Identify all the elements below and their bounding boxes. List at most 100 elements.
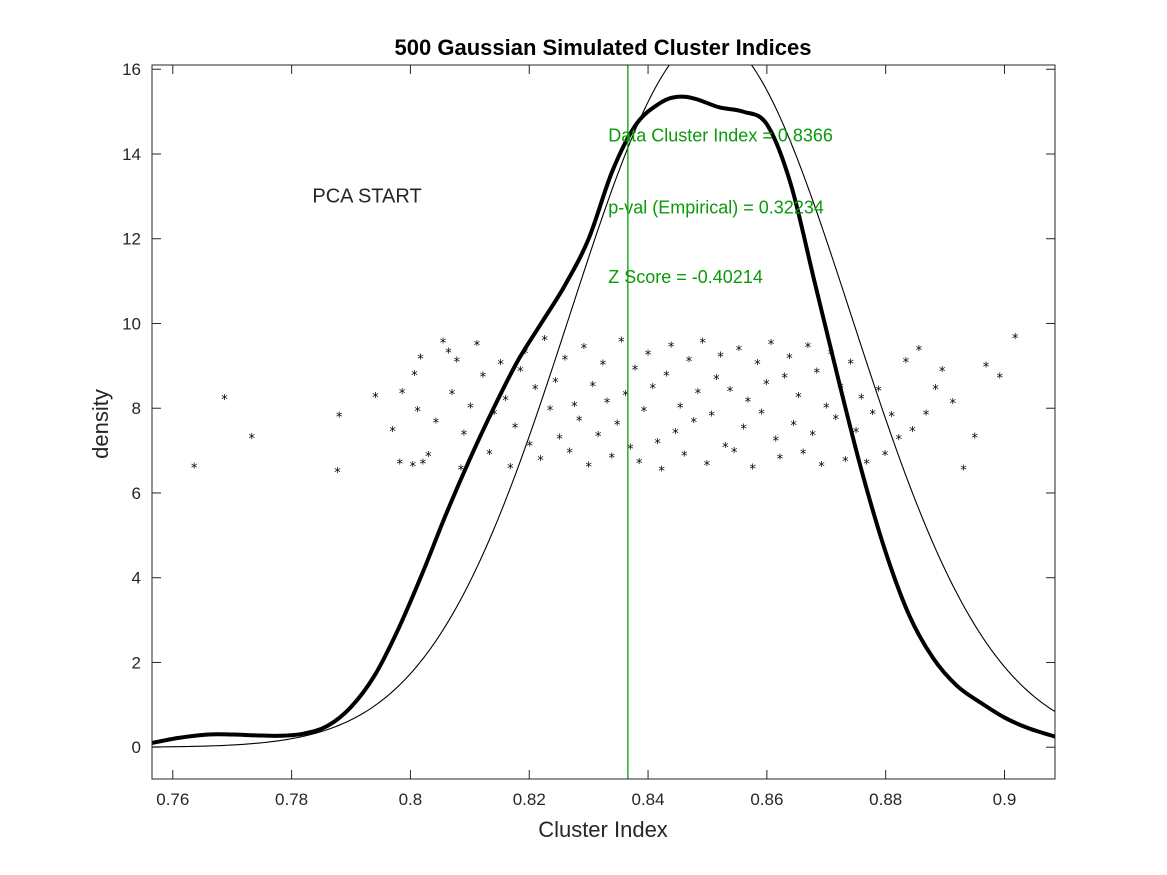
scatter-point: * [758, 407, 766, 422]
scatter-point: * [680, 450, 688, 465]
scatter-point: * [417, 353, 425, 368]
scatter-point: * [599, 359, 607, 374]
scatter-point: * [631, 364, 639, 379]
scatter-point: * [622, 389, 630, 404]
scatter-point: * [804, 341, 812, 356]
scatter-point: * [526, 440, 534, 455]
scatter-point: * [762, 378, 770, 393]
scatter-point: * [922, 409, 930, 424]
scatter-point: * [457, 464, 465, 479]
y-tick-label: 0 [132, 738, 141, 757]
scatter-point: * [490, 408, 498, 423]
scatter-point: * [841, 455, 849, 470]
scatter-point: * [460, 429, 468, 444]
scatter-point: * [570, 400, 578, 415]
x-tick-label: 0.78 [275, 790, 308, 809]
scatter-point: * [221, 393, 229, 408]
scatter-point: * [486, 448, 494, 463]
scatter-point: * [813, 367, 821, 382]
scatter-point: * [556, 433, 564, 448]
scatter-point: * [875, 384, 883, 399]
scatter-point: * [663, 370, 671, 385]
scatter-point: * [767, 338, 775, 353]
scatter-point: * [589, 380, 597, 395]
x-tick-label: 0.82 [513, 790, 546, 809]
scatter-point: * [467, 401, 475, 416]
scatter-point: * [453, 356, 461, 371]
annotation-stat-1: Data Cluster Index = 0.8366 [608, 125, 833, 145]
scatter-point: * [516, 365, 524, 380]
x-tick-label: 0.8 [399, 790, 423, 809]
scatter-point: * [971, 431, 979, 446]
kernel-density-line [152, 94, 1055, 745]
scatter-point: * [857, 392, 865, 407]
annotation-stat-3: Z Score = -0.40214 [608, 267, 763, 287]
scatter-point: * [580, 342, 588, 357]
scatter-point: * [676, 401, 684, 416]
plot-area: * * * * * * * * * * * * * * * * * * * * * * * * * * * * * * * * * * * * * * * *… [152, 65, 1055, 748]
scatter-point: * [786, 352, 794, 367]
scatter-point: * [409, 460, 417, 475]
scatter-point: * [818, 460, 826, 475]
scatter-point: * [594, 430, 602, 445]
scatter-point: * [541, 334, 549, 349]
scatter-point: * [561, 353, 569, 368]
scatter-point: * [740, 423, 748, 438]
scatter-point: * [982, 361, 990, 376]
scatter-point: * [448, 388, 456, 403]
scatter-point: * [439, 337, 447, 352]
scatter-point: * [671, 427, 679, 442]
scatter-point: * [809, 429, 817, 444]
scatter-point: * [781, 371, 789, 386]
scatter-point: * [537, 454, 545, 469]
x-axis-label: Cluster Index [538, 817, 668, 842]
scatter-point: * [473, 339, 481, 354]
scatter-point: * [726, 385, 734, 400]
scatter-point: * [996, 371, 1004, 386]
scatter-point: * [389, 425, 397, 440]
y-tick-label: 16 [122, 60, 141, 79]
scatter-point: * [603, 396, 611, 411]
scatter-point: * [708, 409, 716, 424]
scatter-point: * [902, 356, 910, 371]
scatter-point: * [749, 462, 757, 477]
scatter-point: * [640, 405, 648, 420]
scatter-point: * [432, 417, 440, 432]
x-tick-label: 0.86 [750, 790, 783, 809]
x-tick-label: 0.76 [156, 790, 189, 809]
scatter-point: * [703, 459, 711, 474]
scatter-point: * [744, 395, 752, 410]
scatter-point: * [909, 425, 917, 440]
annotation-stat-2: p-val (Empirical) = 0.32234 [608, 197, 824, 217]
scatter-point: * [644, 348, 652, 363]
scatter-point: * [694, 387, 702, 402]
scatter-point: * [730, 446, 738, 461]
scatter-point: * [799, 448, 807, 463]
scatter-point: * [712, 373, 720, 388]
scatter-point: * [411, 369, 419, 384]
scatter-point: * [932, 383, 940, 398]
scatter-point: * [685, 355, 693, 370]
scatter-point: * [617, 335, 625, 350]
scatter-point: * [566, 447, 574, 462]
scatter-point: * [649, 382, 657, 397]
scatter-point: * [881, 449, 889, 464]
scatter-point: * [575, 415, 583, 430]
annotation-pca-start: PCA START [312, 186, 421, 208]
scatter-point: * [248, 432, 256, 447]
scatter-point: * [371, 391, 379, 406]
scatter-point: * [1011, 332, 1019, 347]
scatter-point: * [511, 421, 519, 436]
scatter-point: * [852, 426, 860, 441]
scatter-point: * [445, 346, 453, 361]
scatter-point: * [699, 337, 707, 352]
scatter-point: * [847, 357, 855, 372]
x-tick-label: 0.88 [869, 790, 902, 809]
scatter-point: * [396, 458, 404, 473]
scatter-point: * [502, 394, 510, 409]
y-tick-label: 10 [122, 314, 141, 333]
scatter-point: * [753, 358, 761, 373]
scatter-point: * [546, 404, 554, 419]
axes-box [151, 64, 1056, 780]
